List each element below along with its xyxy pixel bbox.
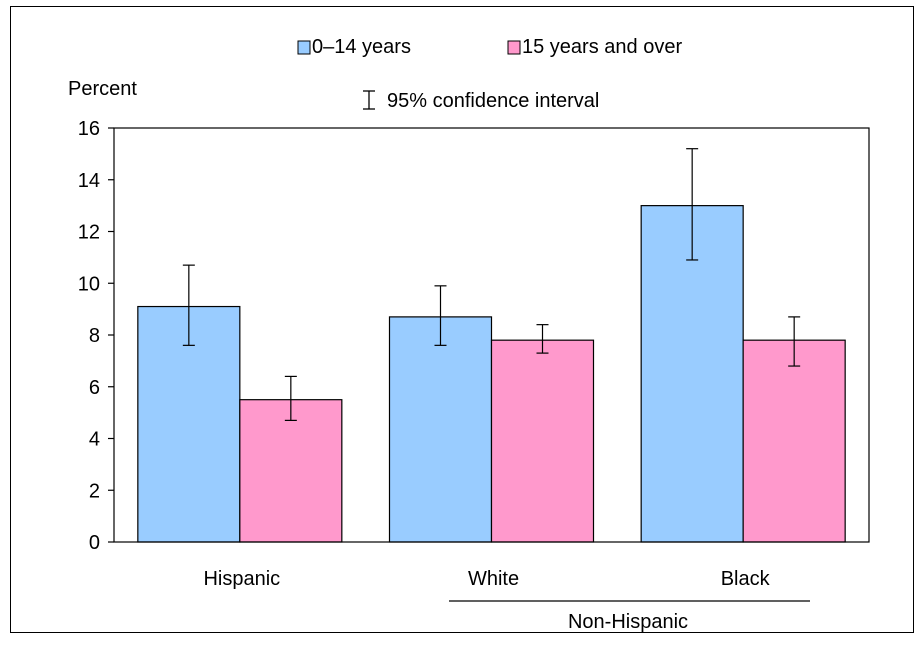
y-axis-label: Percent — [68, 78, 137, 100]
x-axis-labels: Hispanic White Black — [203, 568, 770, 590]
bar-white-series-2 — [490, 339, 595, 543]
plot-area-border — [113, 127, 870, 543]
legend: 0–14 years 15 years and over 95% confide… — [297, 36, 682, 112]
bar-white-series-1 — [388, 316, 493, 543]
x-tick-label-black: Black — [721, 568, 771, 590]
error-bar-black-series-2 — [788, 316, 801, 367]
group-label-non-hispanic: Non-Hispanic — [568, 611, 688, 633]
error-bars — [182, 148, 801, 421]
error-bar-white-series-1 — [434, 285, 447, 346]
bars — [137, 205, 846, 543]
y-tick-label: 12 — [78, 222, 100, 244]
y-tick-label: 8 — [89, 325, 100, 347]
x-tick-label-white: White — [468, 568, 519, 590]
y-tick-label: 4 — [89, 429, 100, 451]
legend-label-series-2: 15 years and over — [522, 36, 682, 58]
confidence-interval-label: 95% confidence interval — [387, 90, 599, 112]
y-tick-label: 16 — [78, 118, 100, 140]
y-tick-label: 14 — [78, 170, 100, 192]
legend-swatch-series-2 — [507, 40, 521, 55]
bar-black-series-2 — [742, 339, 846, 543]
y-axis-ticks: 0 2 4 6 8 10 12 14 16 — [78, 118, 114, 554]
legend-label-series-1: 0–14 years — [312, 36, 411, 58]
y-tick-label: 2 — [89, 480, 100, 502]
x-tick-label-hispanic: Hispanic — [203, 568, 280, 590]
legend-swatch-series-1 — [297, 40, 311, 55]
y-tick-label: 10 — [78, 273, 100, 295]
error-bar-white-series-2 — [536, 324, 549, 354]
confidence-interval-key-icon — [363, 90, 375, 110]
y-tick-label: 6 — [89, 377, 100, 399]
error-bar-black-series-1 — [686, 148, 699, 261]
error-bar-hispanic-series-2 — [284, 375, 297, 421]
bar-hispanic-series-2 — [239, 399, 343, 543]
y-tick-label: 0 — [89, 532, 100, 554]
error-bar-hispanic-series-1 — [182, 264, 195, 346]
